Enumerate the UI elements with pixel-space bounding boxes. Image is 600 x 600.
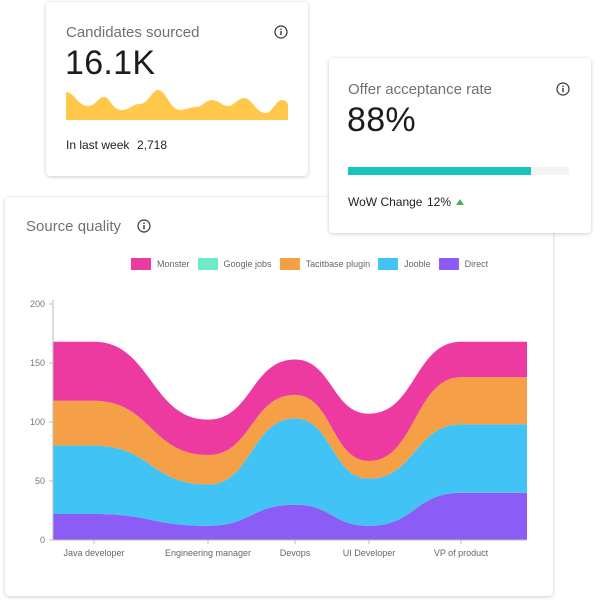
offer-acceptance-card: Offer acceptance rate 88% WoW Change 12% <box>329 58 591 233</box>
legend-swatch <box>197 258 218 270</box>
chart-legend: Monster Google jobs Tacitbase plugin Jooble… <box>131 258 496 270</box>
legend-label: Tacitbase plugin <box>305 259 371 269</box>
legend-label: Jooble <box>404 259 431 269</box>
wow-change-value: 12% <box>427 195 452 209</box>
candidates-sourced-card: Candidates sourced 16.1K In last week 2,… <box>46 2 308 176</box>
x-tick-label: Engineering manager <box>165 548 251 558</box>
legend-item-monster[interactable]: Monster <box>131 258 190 270</box>
legend-item-google-jobs[interactable]: Google jobs <box>197 258 272 270</box>
candidates-sourced-title: Candidates sourced <box>66 24 200 41</box>
source-quality-card: Source quality Monster Google jobs Tacitba… <box>5 197 553 596</box>
candidates-sourced-value: 16.1K <box>65 44 156 82</box>
area-direct[interactable] <box>53 492 527 540</box>
progress-track <box>348 167 569 175</box>
legend-label: Google jobs <box>223 259 272 269</box>
source-quality-title: Source quality <box>26 218 122 235</box>
sparkline <box>66 90 288 120</box>
offer-acceptance-value: 88% <box>347 101 416 139</box>
info-icon[interactable] <box>556 82 570 96</box>
legend-label: Monster <box>157 259 190 269</box>
legend-item-direct[interactable]: Direct <box>438 258 489 270</box>
legend-item-tacitbase-plugin[interactable]: Tacitbase plugin <box>279 258 371 270</box>
area-tacitbase-plugin[interactable] <box>53 377 527 485</box>
x-tick-label: UI Developer <box>343 548 396 558</box>
info-icon[interactable] <box>274 25 288 39</box>
x-tick-label: Devops <box>280 548 311 558</box>
area-monster[interactable] <box>53 341 527 461</box>
legend-swatch <box>438 258 459 270</box>
info-icon[interactable] <box>137 219 151 233</box>
trend-up-icon <box>456 199 464 205</box>
x-tick-label: Java developer <box>63 548 124 558</box>
legend-swatch <box>131 258 151 270</box>
y-tick-label: 0 <box>40 535 45 545</box>
legend-swatch <box>378 258 399 270</box>
x-tick-label: VP of product <box>434 548 489 558</box>
offer-acceptance-title: Offer acceptance rate <box>348 81 492 98</box>
wow-change-label: WoW Change <box>348 195 423 209</box>
y-tick-label: 50 <box>35 476 45 486</box>
legend-label: Direct <box>464 259 489 269</box>
candidates-footer-value: 2,718 <box>137 138 168 152</box>
legend-item-jooble[interactable]: Jooble <box>378 258 431 270</box>
legend-swatch <box>279 258 300 270</box>
y-tick-label: 100 <box>30 417 45 427</box>
y-tick-label: 200 <box>30 299 45 309</box>
area-jooble[interactable] <box>53 418 527 526</box>
stacked-area-chart: 0 50 100 150 200 Java developer Engineering ma… <box>30 299 527 558</box>
y-tick-label: 150 <box>30 358 45 368</box>
candidates-footer-label: In last week <box>66 138 130 152</box>
progress-fill <box>348 167 532 175</box>
